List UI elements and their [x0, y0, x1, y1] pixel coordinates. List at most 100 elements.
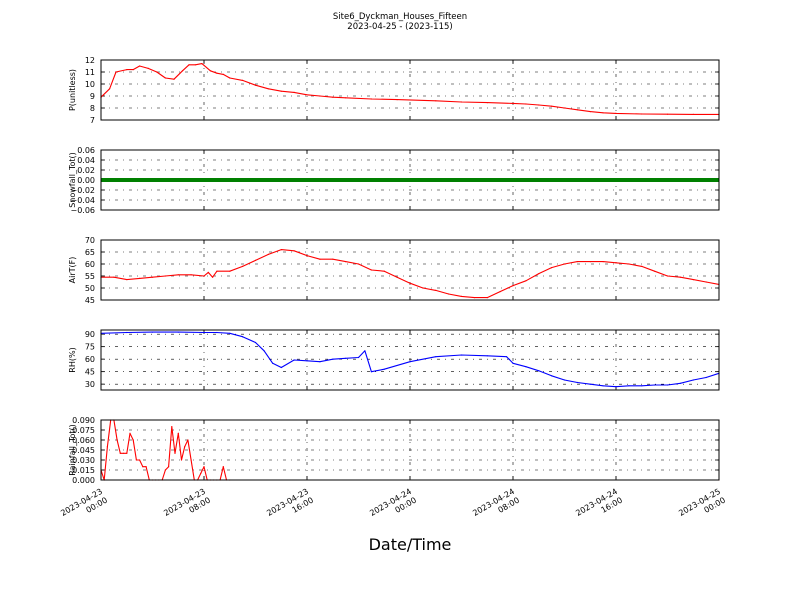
axes-frame — [100, 59, 720, 121]
data-point — [589, 383, 591, 385]
data-point — [207, 271, 209, 273]
data-point — [705, 376, 707, 379]
data-point — [460, 295, 463, 297]
subplot-0: 7 8 9 10 11 12 P(unitless) — [68, 56, 720, 125]
data-point — [171, 426, 173, 428]
data-point — [512, 362, 514, 364]
y-tick-label: −0.02 — [70, 186, 95, 195]
data-point — [641, 385, 643, 387]
data-point — [551, 105, 553, 107]
data-point — [319, 361, 321, 363]
data-point — [589, 111, 591, 113]
data-point — [319, 95, 321, 97]
data-point — [692, 113, 694, 115]
data-point — [119, 452, 121, 454]
data-point — [538, 370, 540, 372]
data-point — [357, 263, 360, 265]
data-point — [654, 384, 656, 386]
data-point — [212, 276, 214, 278]
data-point — [126, 279, 128, 281]
data-point — [654, 270, 656, 272]
data-point — [151, 276, 154, 278]
subplot-1: −0.06−0.04−0.020.000.020.040.06Snowfall_… — [68, 146, 720, 215]
data-point — [216, 72, 218, 74]
data-point — [345, 357, 347, 359]
data-point — [280, 90, 282, 92]
data-point — [280, 366, 282, 369]
data-point — [364, 350, 366, 352]
y-tick-label: 65 — [85, 248, 95, 257]
y-tick-label: 0.060 — [72, 436, 95, 445]
data-point — [187, 439, 189, 441]
data-point — [332, 258, 334, 260]
data-point — [486, 297, 488, 299]
y-tick-label: 0.00 — [77, 176, 95, 185]
data-point — [293, 91, 295, 93]
data-point — [209, 70, 211, 72]
data-point — [242, 265, 244, 267]
data-point — [139, 277, 141, 279]
data-point — [177, 331, 179, 333]
data-point — [113, 276, 115, 278]
data-point — [222, 73, 224, 75]
y-tick-label: 30 — [85, 380, 95, 389]
data-point — [615, 112, 617, 114]
y-tick-label: 60 — [85, 260, 95, 269]
data-point — [180, 459, 183, 461]
data-point — [201, 63, 203, 65]
data-point — [396, 276, 398, 278]
data-point — [181, 70, 184, 72]
data-point — [122, 452, 125, 454]
y-tick-label: 8 — [90, 104, 95, 113]
y-axis-label: P(unitless) — [68, 69, 77, 111]
axes-frame — [100, 419, 720, 481]
data-point — [641, 265, 643, 267]
data-point — [173, 78, 175, 80]
data-point — [306, 255, 308, 257]
data-point — [254, 84, 257, 86]
panels: 789101112P(unitless)−0.06−0.04−0.020.000… — [68, 56, 720, 485]
data-point — [383, 270, 385, 272]
data-point — [692, 379, 694, 381]
y-tick-label: 10 — [85, 80, 95, 89]
y-tick-label: 11 — [85, 68, 95, 77]
data-point — [551, 375, 553, 377]
data-point — [332, 358, 334, 360]
data-point — [473, 297, 475, 299]
data-point — [139, 65, 141, 67]
data-point — [602, 261, 604, 263]
data-point — [576, 261, 579, 263]
y-tick-label: 9 — [90, 92, 95, 101]
data-point — [168, 466, 170, 468]
data-point — [188, 64, 190, 66]
data-point — [267, 88, 269, 90]
data-point — [156, 71, 158, 73]
data-point — [460, 354, 463, 356]
data-point — [641, 113, 643, 115]
data-point — [126, 331, 128, 334]
data-point — [142, 466, 144, 468]
data-point — [164, 77, 166, 79]
data-point — [116, 439, 118, 441]
y-tick-label: 12 — [85, 56, 95, 65]
data-point — [254, 341, 257, 344]
data-point — [448, 293, 450, 295]
data-point — [705, 281, 707, 283]
subplot-4: 0.0000.0150.0300.0450.0600.0750.090Rainf… — [68, 416, 720, 485]
data-point — [203, 466, 205, 468]
data-point — [628, 263, 630, 265]
data-point — [272, 362, 274, 364]
data-point — [486, 102, 488, 104]
data-point — [679, 276, 682, 278]
data-point — [679, 382, 682, 384]
data-point — [615, 386, 617, 388]
data-point — [132, 69, 134, 71]
data-point — [332, 96, 334, 98]
y-tick-label: 0.06 — [77, 146, 95, 155]
data-point — [174, 452, 176, 454]
